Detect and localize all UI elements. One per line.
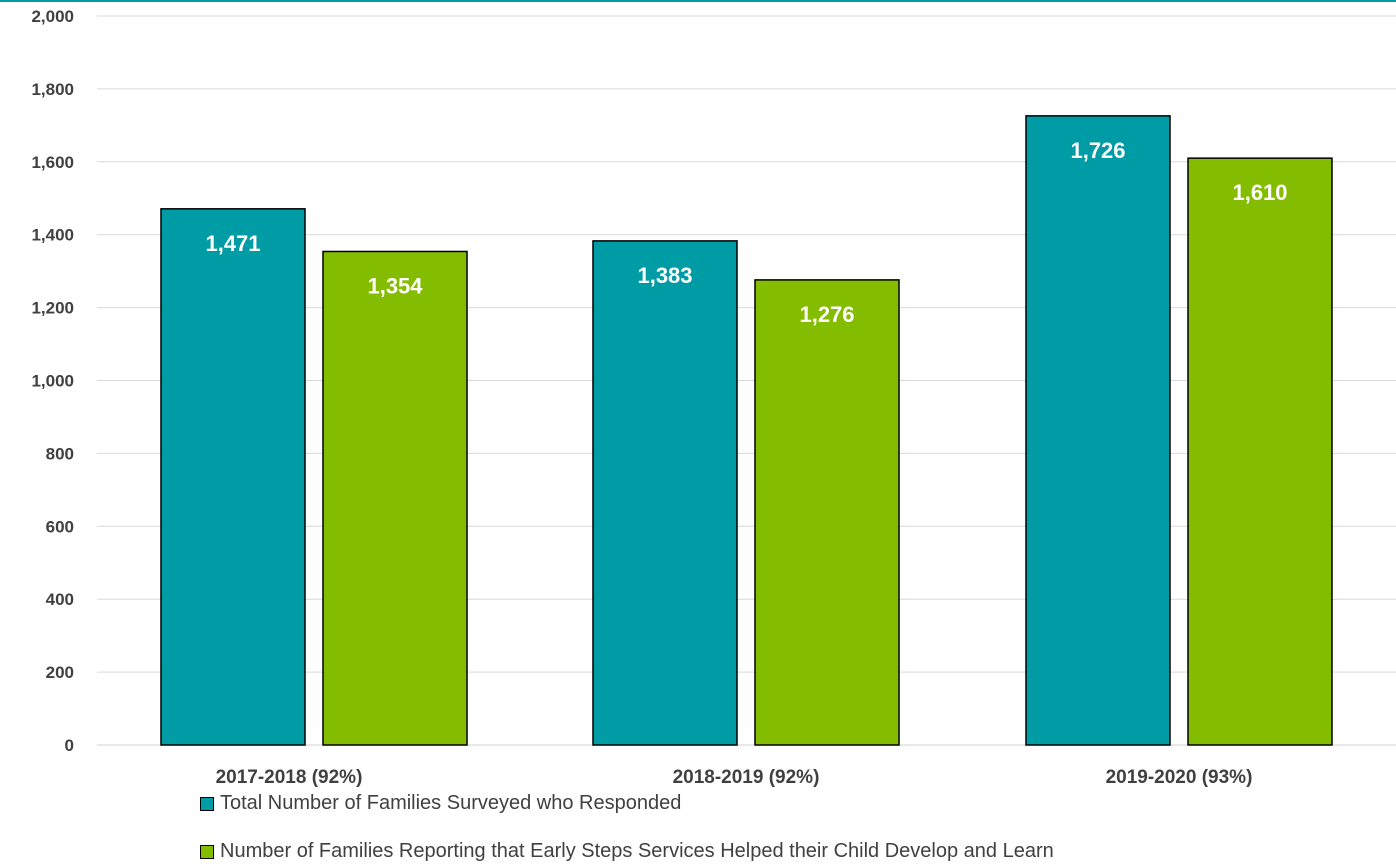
gridlines — [0, 0, 1396, 746]
y-tick-label: 1,600 — [31, 153, 74, 172]
x-tick-label: 2019-2020 (93%) — [1106, 767, 1253, 788]
legend-item-total-families: Total Number of Families Surveyed who Re… — [200, 792, 681, 815]
bar-total-families — [1025, 115, 1171, 746]
data-label: 1,610 — [1232, 180, 1287, 205]
data-labels: 1,471 1,354 1,383 1,276 1,726 1,610 — [205, 138, 1287, 327]
legend-swatch-teal — [200, 796, 214, 811]
legend-label: Total Number of Families Surveyed who Re… — [220, 792, 682, 814]
y-tick-label: 1,400 — [31, 226, 74, 245]
x-tick-label: 2018-2019 (92%) — [673, 767, 820, 788]
data-label: 1,276 — [799, 302, 854, 327]
bar-families-helped — [754, 279, 900, 746]
bar-families-helped — [1187, 157, 1333, 746]
y-tick-label: 1,200 — [31, 299, 74, 318]
y-tick-label: 200 — [46, 663, 74, 682]
data-label: 1,726 — [1070, 138, 1125, 163]
y-tick-label: 1,000 — [31, 372, 74, 391]
x-axis-tick-labels: 2017-2018 (92%) 2018-2019 (92%) 2019-2020 … — [216, 767, 1253, 788]
y-tick-label: 600 — [46, 517, 74, 536]
bar-total-families — [160, 208, 306, 746]
y-tick-label: 0 — [65, 736, 74, 755]
data-label: 1,471 — [205, 231, 260, 256]
x-tick-label: 2017-2018 (92%) — [216, 767, 363, 788]
bars — [160, 115, 1333, 746]
legend-label: Number of Families Reporting that Early … — [220, 840, 1054, 862]
bar-total-families — [592, 240, 738, 746]
y-tick-label: 800 — [46, 444, 74, 463]
y-axis-tick-labels: 0 200 400 600 800 1,000 1,200 1,400 1,600 1,800 2,… — [31, 7, 74, 755]
y-tick-label: 1,800 — [31, 80, 74, 99]
legend-swatch-green — [200, 844, 214, 859]
data-label: 1,354 — [367, 273, 423, 298]
y-tick-label: 400 — [46, 590, 74, 609]
legend-item-families-helped: Number of Families Reporting that Early … — [200, 840, 1054, 863]
y-tick-label: 2,000 — [31, 7, 74, 26]
bar-families-helped — [322, 250, 468, 746]
data-label: 1,383 — [637, 263, 692, 288]
